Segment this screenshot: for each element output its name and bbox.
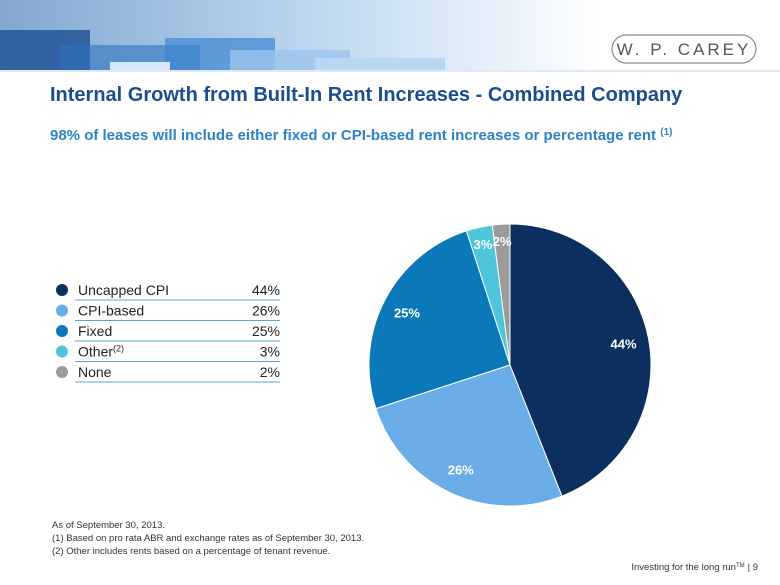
legend-swatch — [56, 284, 68, 296]
logo: W. P. CAREY — [617, 40, 752, 59]
legend-label: CPI-based — [78, 303, 144, 319]
pie-chart: 44% 26% 25% 3% 2% — [368, 223, 652, 507]
footnote: As of September 30, 2013. — [52, 520, 165, 531]
pie-slice — [375, 364, 563, 507]
footnote: (1) Based on pro rata ABR and exchange r… — [52, 533, 364, 544]
legend-label-text: Other — [78, 344, 113, 360]
pie-slice — [509, 223, 652, 497]
value-label: 25% — [394, 306, 420, 321]
footnote: (2) Other includes rents based on a perc… — [52, 546, 330, 557]
footer: Investing for the long runTM | 9 — [631, 562, 758, 573]
legend-label-text: None — [78, 364, 112, 380]
legend-label-text: CPI-based — [78, 303, 144, 319]
subtitle-note: (1) — [660, 127, 672, 138]
legend-note: (2) — [113, 344, 124, 354]
legend-value: 3% — [260, 344, 280, 360]
legend-label: Uncapped CPI — [78, 282, 169, 298]
title: Internal Growth from Built-In Rent Incre… — [50, 84, 683, 106]
page-number: | 9 — [748, 562, 758, 573]
footer-text: Investing for the long run — [631, 562, 736, 573]
legend-value: 44% — [252, 282, 280, 298]
subtitle-text: 98% of leases will include either fixed … — [50, 127, 656, 144]
legend-swatch — [56, 345, 68, 358]
logo-frame — [611, 34, 757, 64]
value-label: 44% — [611, 336, 637, 351]
value-label: 3% — [474, 237, 493, 252]
legend-swatch — [56, 366, 68, 378]
header-banner — [0, 0, 780, 72]
value-label: 2% — [493, 234, 512, 249]
subtitle: 98% of leases will include either fixed … — [50, 127, 672, 144]
legend-label: None — [78, 364, 112, 380]
legend: Uncapped CPI 44% CPI-based 26% Fixed 25% Other… — [56, 282, 280, 383]
pie-slice — [368, 230, 511, 410]
trademark: TM — [736, 563, 745, 569]
legend-swatch — [56, 325, 68, 337]
pie-slice — [491, 223, 511, 366]
legend-label-text: Fixed — [78, 323, 112, 339]
legend-label: Fixed — [78, 323, 112, 339]
legend-swatch — [56, 304, 68, 317]
legend-value: 25% — [252, 323, 280, 339]
legend-label-text: Uncapped CPI — [78, 282, 169, 298]
value-label: 26% — [448, 463, 474, 478]
legend-label: Other(2) — [78, 344, 124, 360]
legend-value: 2% — [260, 364, 280, 380]
legend-value: 26% — [252, 303, 280, 319]
